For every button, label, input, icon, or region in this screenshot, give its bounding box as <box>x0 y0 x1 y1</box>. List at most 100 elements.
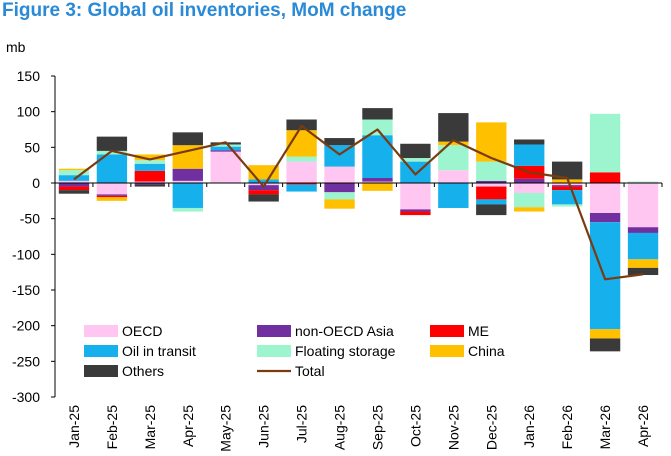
bar-segment <box>551 204 583 207</box>
bar-segment <box>96 194 128 196</box>
bar-segment <box>400 183 431 210</box>
legend-swatch <box>257 345 291 357</box>
legend: OECD non-OECD Asia ME Oil in transit Floatin… <box>84 323 505 379</box>
legend-swatch <box>84 345 118 357</box>
bar-segment <box>476 186 507 200</box>
bar-segment <box>134 160 166 164</box>
y-tick-label: 0 <box>32 175 40 191</box>
y-axis-label: mb <box>6 39 26 55</box>
bar-segment <box>514 178 545 183</box>
bar-segment <box>248 165 279 180</box>
bar-segment <box>96 197 128 201</box>
bar-segment <box>362 178 393 182</box>
bar-segment <box>286 184 317 192</box>
y-tick-label: -300 <box>12 389 40 405</box>
x-tick-label: Feb-26 <box>559 405 575 450</box>
bar-segment <box>627 183 659 228</box>
bar-segment <box>324 199 355 209</box>
bar-segment <box>210 146 241 151</box>
bar-segment <box>362 183 393 191</box>
x-tick-label: Apr-25 <box>180 405 196 447</box>
legend-label: non-OECD Asia <box>295 323 394 339</box>
x-tick-label: Feb-25 <box>104 405 120 450</box>
bar-segment <box>400 209 431 212</box>
x-tick-label: Jan-25 <box>66 405 82 448</box>
bar-segment <box>589 338 621 352</box>
bar-segment <box>589 183 621 213</box>
bar-segment <box>172 183 203 208</box>
bar-segment <box>514 192 545 208</box>
bar-segment <box>324 192 355 200</box>
x-tick-label: Nov-25 <box>445 405 461 450</box>
bar-segment <box>248 183 279 186</box>
legend-swatch <box>84 325 118 337</box>
legend-label: Others <box>122 363 164 379</box>
bar-segment <box>438 141 469 146</box>
axes: 150 100 50 0 -50 -100 -150 -200 -250 -300 Jan-25 Fe… <box>12 68 663 452</box>
bar-segment <box>134 183 166 185</box>
bar-segment <box>58 190 90 194</box>
bar-segment <box>400 158 431 162</box>
bar-segment <box>96 195 128 198</box>
bar-segment <box>210 144 241 147</box>
bar-segment <box>134 170 166 182</box>
x-tick-label: Jul-25 <box>294 405 310 443</box>
bar-segment <box>134 154 166 161</box>
bar-segment <box>248 179 279 183</box>
bar-segment <box>476 161 507 181</box>
legend-label: China <box>468 343 505 359</box>
bar-segment <box>551 185 583 187</box>
bar-segment <box>58 186 90 191</box>
bar-segment <box>551 179 583 183</box>
x-tick-label: Jan-26 <box>521 405 537 448</box>
bar-segment <box>286 156 317 162</box>
bar-segment <box>438 113 469 142</box>
bar-segment <box>627 259 659 268</box>
bar-layer <box>58 108 659 352</box>
bar-segment <box>438 170 469 183</box>
bar-segment <box>172 168 203 181</box>
bar-segment <box>58 168 90 171</box>
x-tick-label: Aug-25 <box>332 405 348 450</box>
bar-segment <box>627 232 659 260</box>
legend-label: ME <box>468 323 489 339</box>
bar-segment <box>551 186 583 191</box>
bar-segment <box>362 108 393 120</box>
y-tick-label: -50 <box>20 211 40 227</box>
bar-segment <box>476 199 507 205</box>
y-tick-label: -100 <box>12 246 40 262</box>
bar-segment <box>324 166 355 183</box>
bar-segment <box>96 183 128 195</box>
bar-segment <box>248 194 279 202</box>
y-tick-label: 50 <box>24 139 40 155</box>
bar-segment <box>172 132 203 146</box>
legend-label: OECD <box>122 323 162 339</box>
y-tick-label: 100 <box>17 104 41 120</box>
x-tick-label: Mar-26 <box>597 405 613 450</box>
bar-segment <box>362 181 393 183</box>
legend-label: Oil in transit <box>122 343 196 359</box>
bar-segment <box>324 138 355 146</box>
y-tick-label: -200 <box>12 318 40 334</box>
legend-swatch <box>257 325 291 337</box>
bar-segment <box>210 150 241 152</box>
bar-segment <box>476 122 507 162</box>
bar-segment <box>589 212 621 223</box>
bar-segment <box>324 183 355 193</box>
bar-segment <box>589 329 621 339</box>
bar-segment <box>58 180 90 183</box>
bar-segment <box>96 136 128 151</box>
bar-segment <box>476 183 507 187</box>
bar-segment <box>476 204 507 216</box>
legend-label: Floating storage <box>295 343 396 359</box>
x-tick-label: Jun-25 <box>256 405 272 448</box>
bar-segment <box>627 181 659 183</box>
bar-segment <box>476 180 507 183</box>
x-tick-label: Oct-25 <box>407 405 423 447</box>
bar-segment <box>134 184 166 187</box>
bar-segment <box>58 175 90 181</box>
bar-segment <box>514 144 545 166</box>
bar-segment <box>172 207 203 212</box>
legend-label: Total <box>295 363 325 379</box>
